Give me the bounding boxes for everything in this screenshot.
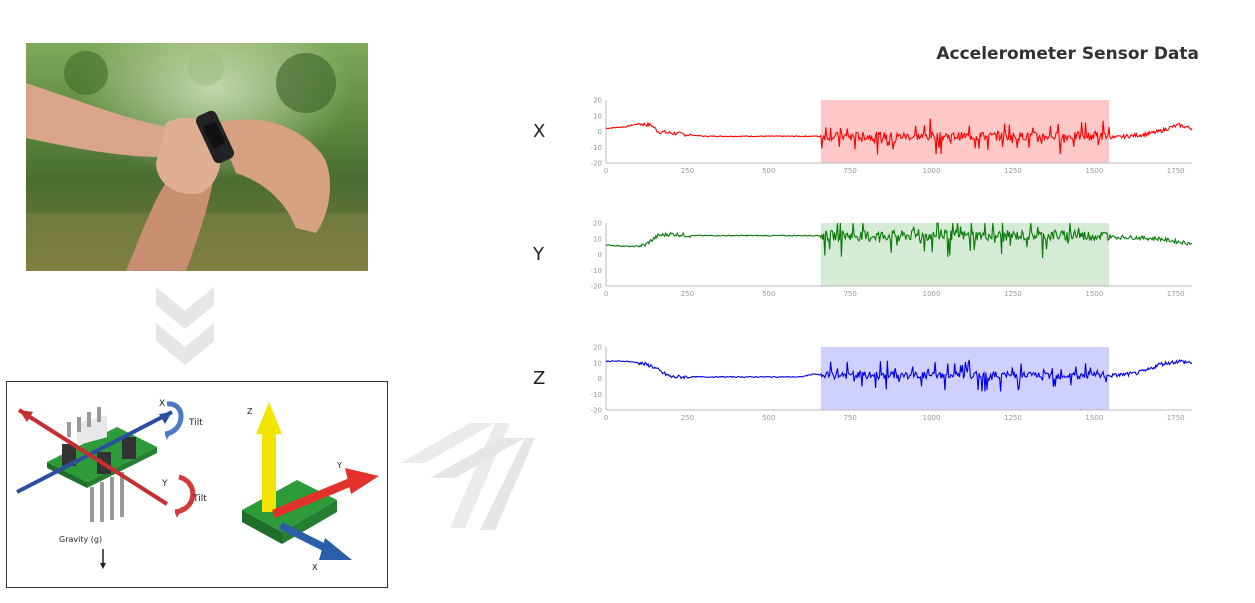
- gravity-label: Gravity (g): [59, 535, 102, 544]
- axis-label-y: Y: [533, 244, 544, 265]
- chevron-down-icon: [156, 287, 214, 365]
- signal-line: [605, 222, 1193, 259]
- x-tick-label: 1500: [1085, 290, 1103, 298]
- x-tick-label: 1750: [1167, 414, 1185, 422]
- signal-line: [605, 118, 1193, 155]
- x-tick-label: 750: [843, 290, 856, 298]
- x-tick-label: 1250: [1004, 290, 1022, 298]
- y-tick-label: 0: [598, 375, 602, 383]
- x-tick-label: 1500: [1085, 167, 1103, 175]
- axis-label-x: X: [533, 121, 546, 142]
- highlight-region: [820, 347, 1109, 410]
- y-tick-label: 10: [593, 359, 602, 367]
- y-tick-label: 20: [593, 220, 602, 228]
- x-tick-label: 500: [762, 414, 775, 422]
- x-tick-label: 500: [762, 167, 775, 175]
- y-tick-label: 10: [593, 235, 602, 243]
- x-tick-label: 1000: [923, 414, 941, 422]
- diagram-3d-z-label: Z: [247, 407, 253, 416]
- x-tick-label: 1000: [923, 290, 941, 298]
- diagram-x-label: X: [159, 399, 165, 409]
- x-tick-label: 750: [843, 167, 856, 175]
- y-tick-label: 0: [598, 251, 602, 259]
- x-tick-label: 1250: [1004, 167, 1022, 175]
- x-tick-label: 1000: [923, 167, 941, 175]
- x-tick-label: 1250: [1004, 414, 1022, 422]
- x-tick-label: 1500: [1085, 414, 1103, 422]
- accelerometer-diagram: X Y Tilt Tilt Gravity (g) Z Y X: [6, 381, 388, 588]
- arrow-right-up-icon: [400, 423, 535, 530]
- y-tick-label: 10: [593, 112, 602, 120]
- diagram-3d-y-label: Y: [336, 461, 342, 470]
- x-tick-label: 1750: [1167, 290, 1185, 298]
- chart-title: Accelerometer Sensor Data: [936, 44, 1199, 64]
- y-tick-label: -10: [591, 267, 602, 275]
- y-tick-label: 20: [593, 344, 602, 352]
- y-tick-label: -10: [591, 391, 602, 399]
- x-tick-label: 0: [604, 290, 608, 298]
- diagram-y-label: Y: [161, 479, 168, 489]
- x-tick-label: 250: [681, 290, 694, 298]
- diagram-tilt-x-label: Tilt: [188, 418, 203, 428]
- y-tick-label: -20: [591, 407, 602, 415]
- axis-label-z: Z: [533, 368, 546, 389]
- y-tick-label: -20: [591, 283, 602, 291]
- x-tick-label: 750: [843, 414, 856, 422]
- signal-line: [605, 358, 1193, 392]
- y-tick-label: -10: [591, 144, 602, 152]
- x-tick-label: 0: [604, 167, 608, 175]
- x-tick-label: 250: [681, 414, 694, 422]
- y-tick-label: 20: [593, 97, 602, 105]
- highlight-region: [820, 100, 1109, 163]
- x-tick-label: 0: [604, 414, 608, 422]
- smartwatch-photo: [26, 43, 368, 271]
- diagram-3d-x-label: X: [312, 563, 318, 572]
- diagram-tilt-y-label: Tilt: [192, 494, 207, 504]
- x-tick-label: 500: [762, 290, 775, 298]
- y-tick-label: 0: [598, 128, 602, 136]
- x-tick-label: 250: [681, 167, 694, 175]
- y-tick-label: -20: [591, 160, 602, 168]
- x-tick-label: 1750: [1167, 167, 1185, 175]
